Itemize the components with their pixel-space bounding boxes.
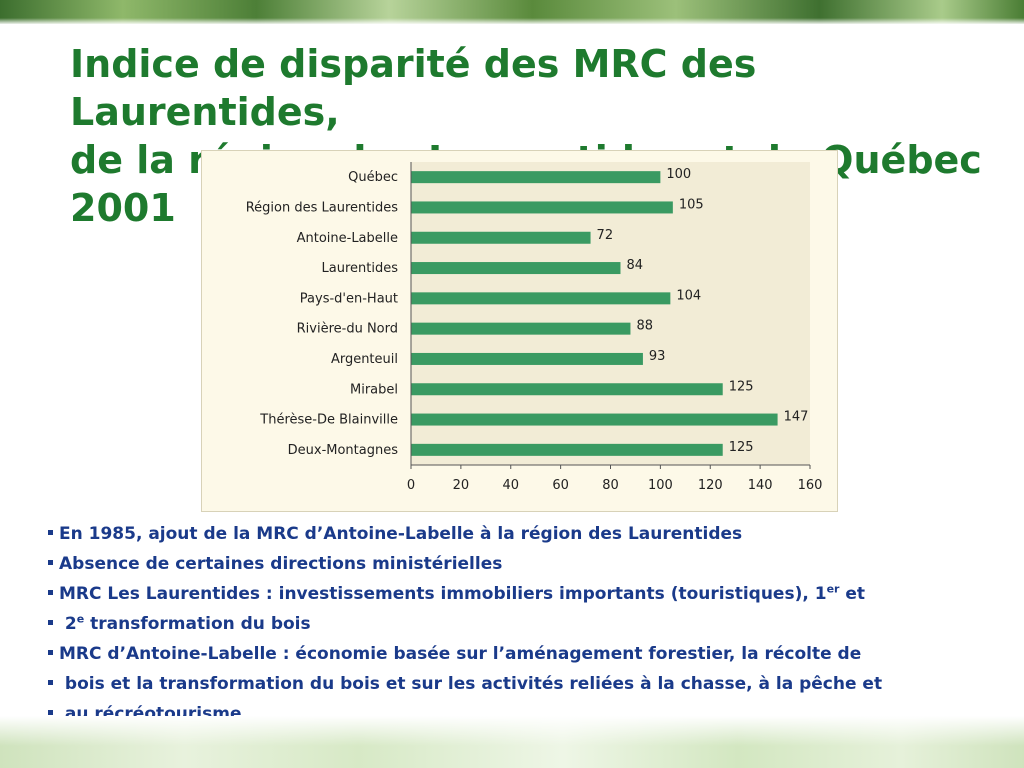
bullet-text: MRC d’Antoine-Labelle : économie basée s… xyxy=(59,644,862,664)
data-label: 84 xyxy=(626,258,643,273)
title-line-1: Indice de disparité des MRC des Laurenti… xyxy=(70,42,757,134)
bullet-text: Absence de certaines directions ministér… xyxy=(59,554,503,574)
x-tick-label: 60 xyxy=(552,478,569,493)
bar xyxy=(411,231,591,244)
bar-chart: Québec 100 Région des Laurentides 105 Antoin… xyxy=(246,162,823,493)
category-label: Rivière-du Nord xyxy=(297,322,398,337)
category-label: Région des Laurentides xyxy=(246,200,398,215)
bullet-marker-icon xyxy=(48,650,53,655)
superscript: e xyxy=(76,612,85,626)
category-label: Argenteuil xyxy=(331,352,398,367)
bar xyxy=(411,262,621,275)
bullet-marker-icon xyxy=(48,590,53,595)
data-label: 100 xyxy=(666,167,691,182)
data-label: 125 xyxy=(729,379,754,394)
category-label: Thérèse-De Blainville xyxy=(259,413,398,428)
bullet-text: En 1985, ajout de la MRC d’Antoine-Label… xyxy=(59,524,743,544)
data-label: 125 xyxy=(729,440,754,455)
x-tick-label: 160 xyxy=(798,478,823,493)
bar xyxy=(411,352,643,365)
bullet-marker-icon xyxy=(48,560,53,565)
x-tick-label: 20 xyxy=(453,478,470,493)
x-tick-label: 120 xyxy=(698,478,723,493)
bullet-list: En 1985, ajout de la MRC d’Antoine-Label… xyxy=(46,522,1006,732)
footer-foliage-banner xyxy=(0,716,1024,768)
superscript: er xyxy=(826,582,840,596)
bar xyxy=(411,322,631,335)
bar xyxy=(411,171,661,184)
x-tick-label: 80 xyxy=(602,478,619,493)
data-label: 88 xyxy=(636,319,653,334)
bar xyxy=(411,383,723,396)
bullet-item: 2e transformation du bois xyxy=(46,612,1006,642)
bullet-text: bois et la transformation du bois et sur… xyxy=(59,674,883,694)
title-line-3: 2001 xyxy=(70,186,176,230)
bullet-item: MRC Les Laurentides : investissements im… xyxy=(46,582,1006,612)
data-label: 104 xyxy=(676,288,701,303)
x-tick-label: 100 xyxy=(648,478,673,493)
bullet-text: 2 xyxy=(59,614,77,634)
bullet-marker-icon xyxy=(48,530,53,535)
bullet-text: et xyxy=(839,584,866,604)
bar xyxy=(411,292,671,305)
category-label: Québec xyxy=(348,170,398,185)
bullet-marker-icon xyxy=(48,710,53,715)
x-tick-label: 140 xyxy=(748,478,773,493)
data-label: 93 xyxy=(649,349,666,364)
bullet-marker-icon xyxy=(48,620,53,625)
data-label: 147 xyxy=(784,410,809,425)
x-tick-label: 40 xyxy=(502,478,519,493)
bullet-text: MRC Les Laurentides : investissements im… xyxy=(59,584,827,604)
bullet-item: Absence de certaines directions ministér… xyxy=(46,552,1006,582)
bar xyxy=(411,413,778,426)
category-label: Deux-Montagnes xyxy=(288,443,399,458)
category-label: Mirabel xyxy=(350,382,398,397)
bar xyxy=(411,443,723,456)
bullet-item: MRC d’Antoine-Labelle : économie basée s… xyxy=(46,642,1006,672)
bullet-marker-icon xyxy=(48,680,53,685)
category-label: Pays-d'en-Haut xyxy=(300,291,398,306)
data-label: 105 xyxy=(679,197,704,212)
category-label: Antoine-Labelle xyxy=(297,231,398,246)
data-label: 72 xyxy=(597,228,614,243)
x-tick-label: 0 xyxy=(407,478,415,493)
bullet-text: transformation du bois xyxy=(84,614,311,634)
header-foliage-banner xyxy=(0,0,1024,24)
bullet-item: En 1985, ajout de la MRC d’Antoine-Label… xyxy=(46,522,1006,552)
bar xyxy=(411,201,673,214)
bullet-item: bois et la transformation du bois et sur… xyxy=(46,672,1006,702)
category-label: Laurentides xyxy=(322,261,399,276)
